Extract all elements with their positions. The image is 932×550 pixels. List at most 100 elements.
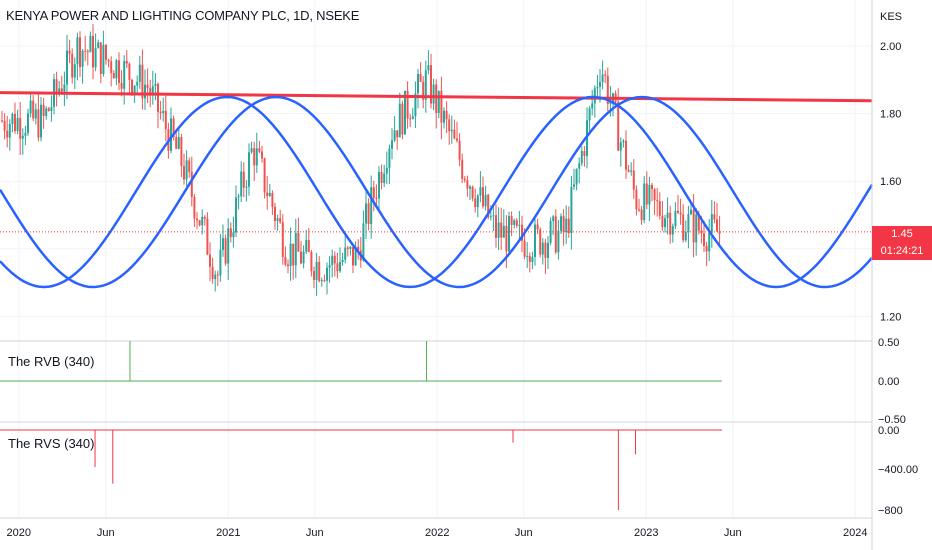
candle-body (489, 216, 492, 218)
candle-body (664, 218, 666, 228)
candle-body (570, 186, 573, 234)
candle-body (536, 224, 539, 230)
candle-body (471, 186, 474, 199)
candle-body (526, 255, 529, 257)
candle-body (674, 210, 677, 227)
candle-body (370, 187, 373, 224)
candle-body (708, 232, 711, 252)
candle-body (411, 116, 414, 119)
candle-body (591, 103, 594, 109)
candle-body (549, 221, 552, 243)
candle-body (599, 82, 601, 87)
candle-body (201, 216, 204, 226)
candle-body (398, 103, 401, 138)
candle-body (682, 214, 685, 241)
candle-body (669, 212, 672, 235)
candle-body (164, 110, 167, 130)
candle-body (328, 265, 331, 268)
candle-body (692, 209, 695, 243)
candle-body (131, 79, 133, 93)
rvb-tick-label: −0.50 (878, 414, 906, 426)
time-tick-label: Jun (724, 527, 742, 539)
candle-body (339, 262, 341, 272)
candle-body (554, 216, 557, 253)
candle-body (651, 184, 653, 190)
time-axis[interactable]: 2020 Jun 2021 Jun 2022 Jun 2023 Jun 2024 (0, 517, 872, 539)
candle-body (713, 214, 716, 220)
candle-body (333, 255, 336, 264)
candle-body (261, 151, 263, 159)
candle-body (99, 42, 102, 75)
candle-body (463, 178, 466, 181)
time-tick-label: 2021 (216, 527, 240, 539)
candle-body (14, 113, 16, 132)
candle-body (206, 218, 209, 255)
candle-body (352, 246, 354, 266)
candle-body (37, 109, 40, 138)
candle-body (695, 214, 698, 243)
cycle-wave-2 (0, 95, 874, 289)
candle-body (346, 247, 349, 249)
candle-body (422, 81, 425, 100)
candle-body (531, 256, 534, 262)
candle-body (107, 59, 110, 62)
candle-body (258, 148, 261, 152)
candle-body (274, 206, 276, 221)
candle-body (40, 104, 42, 138)
price-axis[interactable]: KES2.001.801.601.200.500.00−0.500.00−400… (871, 0, 918, 550)
candle-body (534, 224, 536, 257)
candle-body (385, 167, 388, 174)
candle-body (175, 136, 178, 149)
candle-body (211, 266, 214, 280)
candle-body (214, 274, 217, 280)
candle-body (513, 220, 516, 225)
candle-body (523, 240, 526, 257)
candle-body (414, 93, 417, 117)
candle-body (297, 233, 300, 252)
candle-body (24, 132, 27, 136)
rvb-tick-label: 0.00 (878, 376, 899, 388)
candle-body (250, 148, 253, 153)
candle-body (180, 137, 183, 167)
candle-body (539, 229, 542, 255)
candle-body (144, 84, 146, 99)
chart-title: KENYA POWER AND LIGHTING COMPANY PLC, 1D… (6, 8, 360, 23)
candle-body (588, 108, 591, 121)
candle-body (401, 103, 404, 135)
candle-body (630, 170, 633, 172)
candle-body (146, 84, 149, 89)
candle-body (383, 173, 386, 183)
candle-body (417, 73, 419, 94)
candle-body (203, 216, 206, 219)
candle-body (453, 129, 456, 139)
candle-body (47, 108, 50, 111)
candle-body (307, 239, 310, 253)
candle-body (331, 255, 334, 266)
last-price-badge: 1.45 (872, 226, 932, 243)
candle-body (697, 214, 700, 231)
candle-body (658, 201, 661, 216)
candle-body (284, 256, 287, 265)
candle-body (640, 209, 643, 221)
candle-body (157, 83, 159, 112)
candle-body (97, 42, 100, 49)
candle-body (232, 232, 235, 238)
candle-body (190, 171, 193, 197)
candle-body (34, 109, 37, 119)
candle-body (302, 251, 305, 264)
candle-body (661, 215, 664, 228)
candle-body (666, 212, 669, 219)
candle-body (188, 160, 191, 172)
price-tick-label: 2.00 (880, 41, 901, 53)
candle-body (185, 160, 188, 180)
candle-body (440, 90, 443, 123)
candle-body (357, 246, 360, 251)
candle-body (177, 137, 180, 149)
candle-body (89, 35, 92, 53)
candle-body (1, 120, 3, 122)
candle-body (71, 53, 74, 78)
candle-body (300, 251, 302, 264)
candle-body (162, 110, 165, 114)
candle-body (716, 219, 718, 232)
